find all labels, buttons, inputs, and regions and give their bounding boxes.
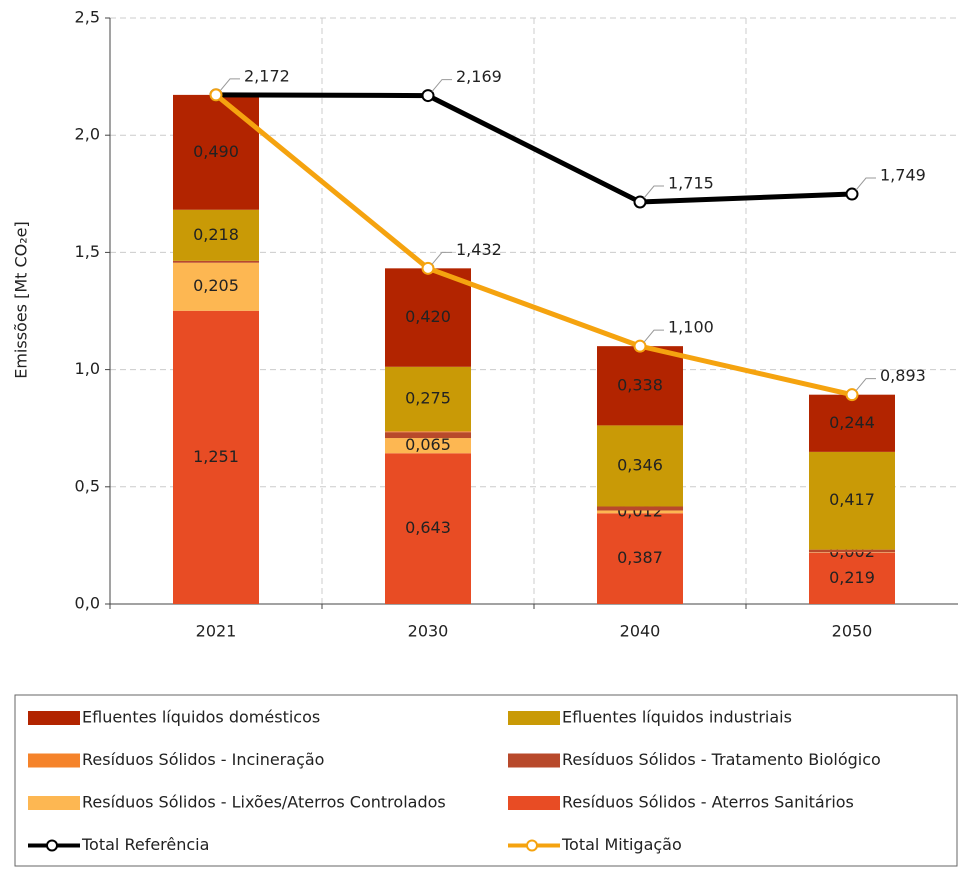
data-label: 0,417 <box>829 490 875 509</box>
legend-label: Resíduos Sólidos - Tratamento Biológico <box>562 750 881 769</box>
legend-swatch <box>28 711 80 725</box>
y-tick-label: 2,0 <box>75 125 100 144</box>
x-tick-label: 2040 <box>620 622 661 641</box>
leader-line <box>220 79 240 91</box>
bar-segment <box>173 261 259 263</box>
data-label: 1,251 <box>193 447 239 466</box>
legend-label: Efluentes líquidos industriais <box>562 708 792 727</box>
line-data-label: 1,432 <box>456 240 502 259</box>
y-tick-label: 1,0 <box>75 359 100 378</box>
y-tick-label: 0,0 <box>75 594 100 613</box>
data-label: 0,338 <box>617 375 663 394</box>
bar-segment <box>385 432 471 438</box>
line-marker <box>635 197 646 208</box>
data-label: 0,490 <box>193 142 239 161</box>
line-data-label: 0,893 <box>880 366 926 385</box>
line-marker <box>423 90 434 101</box>
legend-label: Resíduos Sólidos - Lixões/Aterros Contro… <box>82 793 446 812</box>
y-tick-label: 1,5 <box>75 242 100 261</box>
leader-line <box>856 379 876 391</box>
data-label: 0,643 <box>405 518 451 537</box>
legend-label: Resíduos Sólidos - Aterros Sanitários <box>562 793 854 812</box>
legend-marker <box>47 841 57 851</box>
leader-line <box>856 178 876 190</box>
data-label: 0,346 <box>617 455 663 474</box>
data-label: 0,205 <box>193 276 239 295</box>
legend-swatch <box>28 796 80 810</box>
y-tick-label: 2,5 <box>75 8 100 27</box>
data-label: 0,219 <box>829 568 875 587</box>
leader-line <box>644 186 664 198</box>
legend-label: Total Referência <box>81 835 209 854</box>
data-label: 0,387 <box>617 548 663 567</box>
bar-segment <box>385 431 471 432</box>
legend-swatch <box>28 754 80 768</box>
x-tick-label: 2030 <box>408 622 449 641</box>
bar-segment <box>809 550 895 553</box>
legend-label: Total Mitigação <box>561 835 682 854</box>
leader-line <box>432 80 452 92</box>
line-marker <box>635 341 646 352</box>
y-axis-label: Emissões [Mt CO₂e] <box>12 221 31 379</box>
bar-segment <box>597 506 683 510</box>
legend-swatch <box>508 796 560 810</box>
x-tick-label: 2050 <box>832 622 873 641</box>
line-data-label: 2,172 <box>244 66 290 85</box>
line-marker <box>847 389 858 400</box>
legend-swatch <box>508 711 560 725</box>
data-label: 0,420 <box>405 307 451 326</box>
legend-swatch <box>508 754 560 768</box>
data-label: 0,244 <box>829 413 875 432</box>
leader-line <box>432 252 452 264</box>
y-tick-label: 0,5 <box>75 476 100 495</box>
legend-label: Resíduos Sólidos - Incineração <box>82 750 324 769</box>
legend-label: Efluentes líquidos domésticos <box>82 708 320 727</box>
line-data-label: 1,715 <box>668 174 714 193</box>
line-data-label: 1,100 <box>668 318 714 337</box>
data-label: 0,218 <box>193 225 239 244</box>
legend-marker <box>527 841 537 851</box>
data-label: 0,275 <box>405 389 451 408</box>
line-data-label: 2,169 <box>456 67 502 86</box>
x-tick-label: 2021 <box>196 622 237 641</box>
line-data-label: 1,749 <box>880 166 926 185</box>
leader-line <box>644 330 664 342</box>
line-marker <box>847 189 858 200</box>
line-marker <box>211 89 222 100</box>
line-marker <box>423 263 434 274</box>
